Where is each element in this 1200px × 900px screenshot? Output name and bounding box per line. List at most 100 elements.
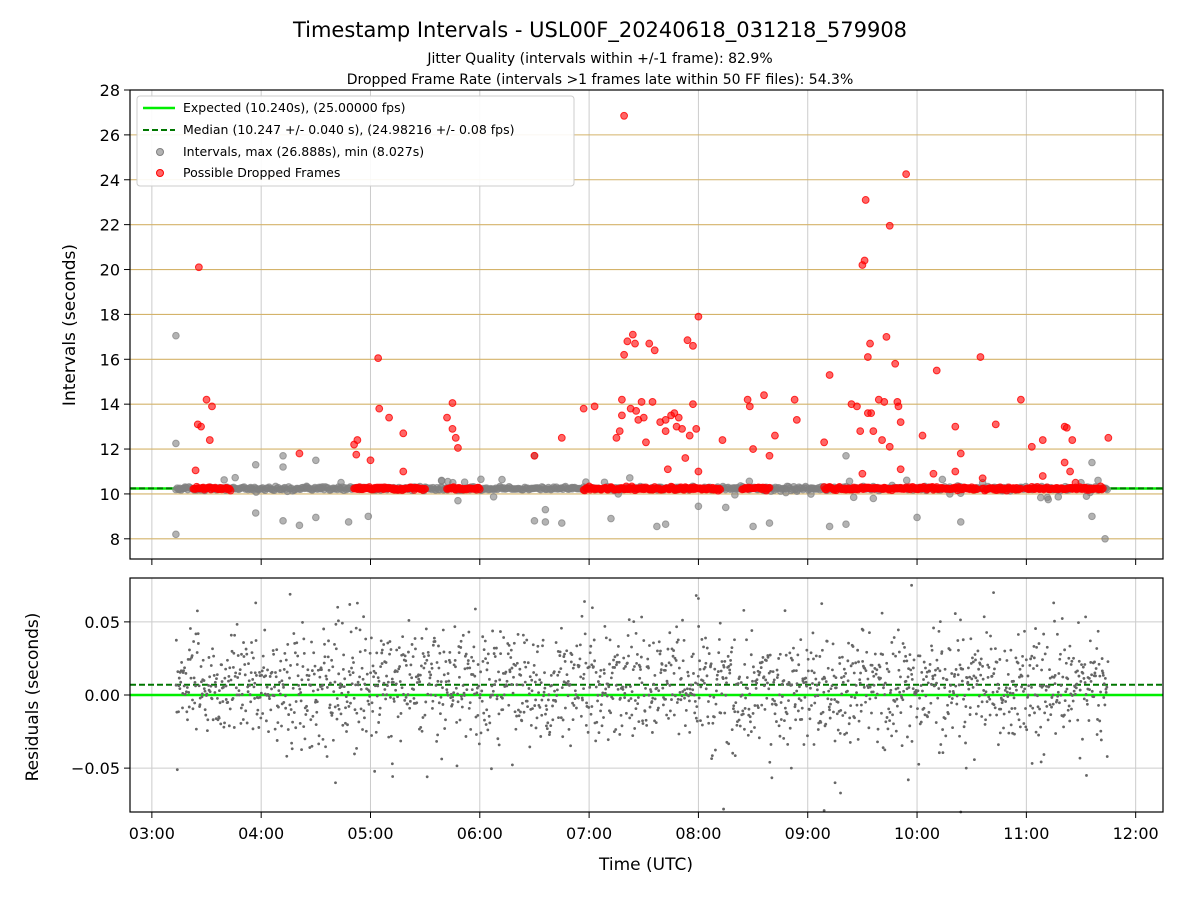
residual-point — [307, 674, 311, 678]
residual-point — [310, 640, 313, 644]
interval-point — [279, 517, 287, 525]
residual-point — [347, 705, 351, 708]
residual-point — [181, 692, 185, 695]
residual-point — [958, 663, 962, 667]
residual-point — [358, 628, 362, 632]
residual-point — [974, 658, 977, 662]
residual-point — [369, 671, 373, 675]
residual-point — [411, 655, 415, 659]
residual-point — [358, 650, 362, 654]
residual-point — [1032, 667, 1035, 670]
residual-point — [930, 648, 934, 652]
residual-point — [1020, 674, 1024, 678]
residual-point — [605, 694, 609, 698]
legend-intervals-swatch — [156, 148, 164, 156]
residual-point — [292, 632, 296, 635]
residual-point — [197, 684, 201, 688]
residual-point — [1024, 707, 1027, 710]
residual-point — [910, 739, 914, 743]
residual-point — [235, 693, 239, 697]
residual-point — [324, 745, 327, 749]
residual-point — [470, 655, 474, 659]
residual-point — [1003, 649, 1007, 653]
residual-point — [963, 720, 967, 724]
residual-point — [721, 677, 725, 680]
residual-point — [727, 664, 731, 668]
interval-point — [938, 475, 947, 484]
residual-point — [871, 670, 875, 674]
residual-point — [655, 686, 659, 690]
residual-point — [811, 682, 814, 685]
intervals-y-tick-label: 10 — [100, 485, 120, 504]
residual-point — [557, 716, 560, 720]
residual-point — [1090, 673, 1093, 677]
residual-point — [323, 642, 326, 646]
residual-point — [454, 665, 457, 669]
residual-point — [520, 719, 524, 723]
residual-point — [334, 647, 338, 651]
residual-point — [829, 702, 832, 706]
residual-point — [437, 644, 440, 648]
residual-point — [745, 676, 749, 679]
residual-point — [899, 675, 902, 679]
residual-point — [785, 712, 789, 716]
residual-point — [766, 655, 770, 659]
residual-point — [530, 689, 534, 693]
residual-point — [759, 666, 763, 669]
dropped-frame-point — [353, 436, 362, 444]
residual-point — [928, 669, 932, 673]
residual-point — [215, 673, 219, 677]
x-tick-label: 12:00 — [1113, 824, 1159, 843]
residual-point — [903, 645, 906, 649]
residual-point — [1023, 629, 1026, 633]
residual-point — [492, 652, 496, 655]
residual-point — [216, 697, 219, 700]
residual-point — [992, 672, 996, 675]
residual-point — [667, 716, 670, 720]
dropped-frame-point — [1062, 423, 1071, 432]
residual-point — [399, 712, 403, 715]
residual-point — [288, 592, 292, 596]
residual-point — [423, 661, 427, 665]
residual-point — [375, 694, 379, 698]
residual-point — [556, 673, 560, 677]
residual-point — [762, 684, 766, 688]
residual-point — [904, 654, 908, 658]
residual-point — [817, 681, 821, 685]
residual-point — [847, 641, 850, 645]
residual-point — [317, 742, 321, 746]
residual-point — [715, 689, 718, 693]
residual-point — [648, 705, 652, 709]
residual-point — [937, 630, 941, 633]
interval-point — [913, 513, 921, 522]
residual-point — [792, 692, 796, 695]
residual-point — [321, 737, 325, 741]
residual-point — [812, 743, 816, 746]
residual-point — [1069, 663, 1073, 666]
residual-point — [483, 718, 486, 722]
residual-point — [649, 690, 653, 693]
residual-point — [590, 663, 594, 667]
residual-point — [1029, 704, 1032, 708]
residual-point — [359, 707, 363, 711]
residual-point — [1004, 700, 1008, 703]
residual-point — [702, 645, 705, 649]
residual-point — [1018, 725, 1022, 729]
residual-point — [458, 718, 462, 722]
residual-point — [1018, 667, 1022, 671]
residual-point — [1016, 712, 1019, 716]
residual-point — [617, 645, 620, 648]
interval-point — [1101, 535, 1109, 543]
residual-point — [956, 639, 960, 642]
interval-point — [807, 490, 815, 498]
residual-point — [243, 673, 247, 677]
dropped-frame-point — [856, 427, 865, 435]
residual-point — [1035, 645, 1038, 649]
residual-point — [293, 651, 297, 655]
residual-point — [1056, 632, 1059, 636]
x-tick-label: 04:00 — [238, 824, 284, 843]
residual-point — [825, 639, 829, 643]
dropped-frame-point — [771, 431, 779, 440]
residual-point — [228, 707, 232, 711]
residual-point — [420, 664, 423, 668]
